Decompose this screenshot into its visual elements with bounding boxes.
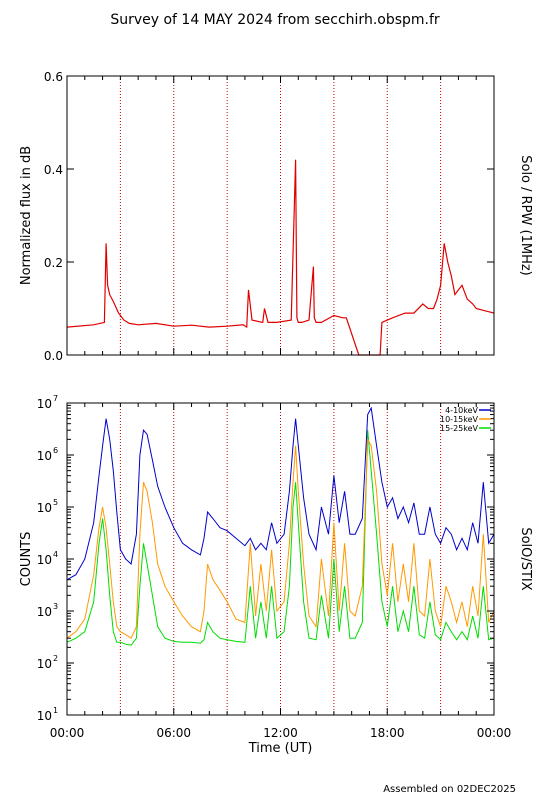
- rpw-right-label: Solo / RPW (1MHz): [518, 155, 533, 276]
- stix-legend: 4-10keV 10-15keV 15-25keV: [440, 406, 491, 433]
- time-tick-label-1: 06:00: [156, 726, 191, 740]
- stix-ytick-label-4: 10: [37, 501, 52, 515]
- stix-ytick-exponent-5: 6: [53, 446, 58, 455]
- stix-ytick-exponent-0: 1: [53, 706, 58, 715]
- stix-time-gridlines: [119, 403, 442, 715]
- x-axis-label: Time (UT): [248, 741, 313, 756]
- figure-title: Survey of 14 MAY 2024 from secchirh.obsp…: [110, 12, 440, 28]
- stix-ytick-label-1: 10: [37, 657, 52, 671]
- stix-ytick-exponent-2: 3: [53, 602, 58, 611]
- stix-x-ticks: [66, 403, 495, 715]
- stix-ytick-exponent-1: 2: [53, 654, 58, 663]
- time-tick-labels: 00:00 06:00 12:00 18:00 00:00: [50, 726, 512, 740]
- stix-ytick-label-6: 10: [37, 397, 52, 411]
- rpw-panel: 0.0 0.2 0.4 0.6 Normalized flux in dB Solo …: [19, 70, 533, 363]
- stix-ytick-label-3: 10: [37, 553, 52, 567]
- stix-ytick-exponent-3: 4: [53, 550, 58, 559]
- rpw-y-ticks: 0.0 0.2 0.4 0.6: [44, 70, 494, 363]
- stix-y-axis-label: COUNTS: [19, 532, 34, 587]
- rpw-flux-line: [66, 159, 495, 356]
- legend-label-4-10kev: 4-10keV: [445, 406, 478, 415]
- rpw-ytick-label-3: 0.6: [44, 70, 63, 84]
- rpw-ytick-label-1: 0.2: [44, 256, 63, 270]
- time-tick-label-2: 12:00: [263, 726, 298, 740]
- stix-10-15kev-line: [66, 437, 495, 639]
- stix-right-label: SolO/STIX: [518, 527, 533, 590]
- time-tick-label-4: 00:00: [477, 726, 512, 740]
- time-tick-label-0: 00:00: [50, 726, 85, 740]
- stix-4-10kev-line: [66, 406, 495, 581]
- rpw-ytick-label-0: 0.0: [44, 349, 63, 363]
- assembled-note: Assembled on 02DEC2025: [383, 784, 516, 795]
- time-tick-label-3: 18:00: [370, 726, 405, 740]
- stix-ytick-exponent-4: 5: [53, 498, 58, 507]
- stix-ytick-exponent-6: 7: [53, 394, 58, 403]
- rpw-ytick-label-2: 0.4: [44, 163, 63, 177]
- stix-ytick-label-2: 10: [37, 605, 52, 619]
- stix-ytick-label-5: 10: [37, 449, 52, 463]
- stix-15-25kev-line: [66, 430, 495, 646]
- rpw-y-axis-label: Normalized flux in dB: [19, 146, 34, 285]
- stix-ytick-label-0: 10: [37, 709, 52, 723]
- rpw-time-gridlines: [119, 76, 442, 355]
- legend-label-10-15kev: 10-15keV: [440, 415, 479, 424]
- rpw-x-ticks: [66, 76, 495, 355]
- legend-label-15-25kev: 15-25keV: [440, 424, 479, 433]
